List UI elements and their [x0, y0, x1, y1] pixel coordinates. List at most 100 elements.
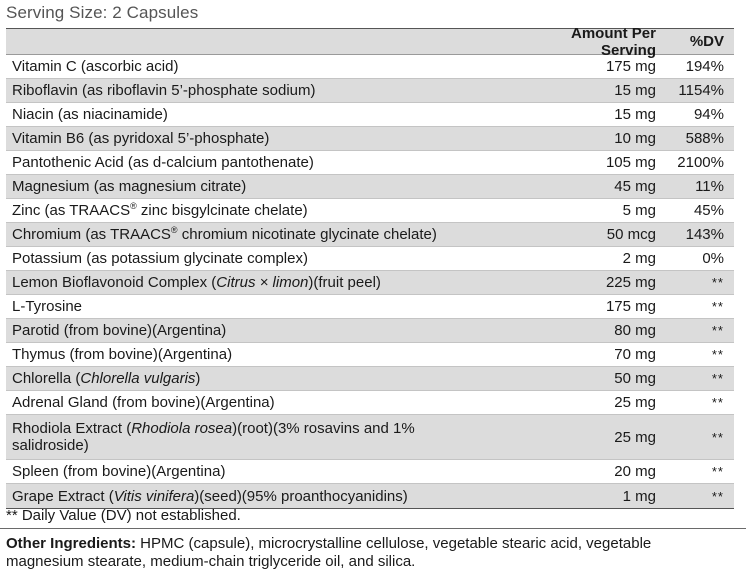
ingredient-dv: **	[711, 429, 724, 445]
ingredient-dv: **	[711, 275, 724, 290]
ingredient-name: Riboflavin (as riboflavin 5’-phosphate s…	[12, 82, 316, 99]
ingredient-dv: **	[711, 395, 724, 410]
ingredient-amount: 10 mg	[614, 130, 656, 147]
ingredient-name: Grape Extract (Vitis vinifera)(seed)(95%…	[6, 488, 516, 505]
header-dv: %DV	[689, 33, 724, 50]
name-text: )	[195, 370, 201, 387]
ingredient-name: L-Tyrosine	[12, 298, 83, 315]
supplement-facts-table: Amount Per Serving %DV Vitamin C (ascorb…	[6, 25, 734, 509]
name-text: Chlorella (	[12, 370, 81, 387]
other-ingredients-label: Other Ingredients:	[6, 535, 137, 552]
ingredient-amount: 105 mg	[605, 154, 656, 171]
serving-size: Serving Size: 2 Capsules	[6, 3, 199, 22]
name-text: Chromium (as TRAACS	[12, 226, 171, 243]
ingredient-name: Rhodiola Extract (Rhodiola rosea)(root)(…	[6, 420, 436, 454]
ingredient-amount: 5 mg	[622, 202, 656, 219]
ingredient-dv: **	[711, 323, 724, 338]
ingredient-name: Vitamin B6 (as pyridoxal 5’-phosphate)	[12, 130, 270, 147]
ingredient-amount: 45 mg	[614, 178, 656, 195]
name-text: )(fruit peel)	[308, 274, 381, 291]
ingredient-dv: 1154%	[678, 82, 724, 99]
name-text: chromium nicotinate glycinate chelate)	[177, 226, 437, 243]
name-text: Rhodiola Extract (	[12, 420, 132, 437]
ingredient-amount: 20 mg	[614, 463, 656, 480]
name-text: )(seed)(95% proanthocyanidins)	[194, 487, 408, 505]
other-ingredients: Other Ingredients: HPMC (capsule), micro…	[6, 535, 726, 571]
ingredient-name: Potassium (as potassium glycinate comple…	[12, 250, 308, 267]
ingredient-dv: **	[711, 371, 724, 386]
table-row: Chromium (as TRAACS® chromium nicotinate…	[6, 223, 734, 247]
other-ingredients-text: HPMC (capsule), microcrystalline cellulo…	[6, 535, 652, 570]
ingredient-dv: 194%	[685, 58, 724, 75]
table-header: Amount Per Serving %DV	[6, 25, 734, 59]
ingredient-name: Lemon Bioflavonoid Complex (Citrus × lim…	[6, 274, 516, 291]
ingredient-amount: 70 mg	[614, 346, 656, 363]
ingredient-dv: 0%	[702, 250, 724, 267]
name-text: )(root)(3% rosavins and 1% salidroside)	[12, 420, 415, 454]
name-text: Grape Extract (	[12, 487, 114, 505]
ingredient-dv: 94%	[693, 106, 724, 123]
ingredient-dv: 2100%	[677, 154, 724, 171]
table-row: Niacin (as niacinamide) 15 mg 94%	[6, 103, 734, 127]
registered-mark: ®	[130, 201, 137, 211]
ingredient-amount: 80 mg	[614, 322, 656, 339]
dv-footnote: ** Daily Value (DV) not established.	[6, 507, 241, 524]
table-row: Chlorella (Chlorella vulgaris) 50 mg **	[6, 367, 734, 391]
ingredient-amount: 175 mg	[605, 298, 656, 315]
table-row: Adrenal Gland (from bovine)(Argentina) 2…	[6, 391, 734, 415]
ingredient-amount: 1 mg	[622, 487, 656, 505]
ingredient-name: Zinc (as TRAACS® zinc bisgylcinate chela…	[6, 201, 516, 220]
ingredient-dv: 588%	[685, 130, 724, 147]
ingredient-dv: 11%	[695, 178, 724, 195]
ingredient-name: Chlorella (Chlorella vulgaris)	[6, 370, 516, 387]
ingredient-dv: **	[711, 464, 724, 479]
ingredient-name: Vitamin C (ascorbic acid)	[12, 58, 179, 75]
ingredient-amount: 50 mg	[614, 370, 656, 387]
table-row: Vitamin C (ascorbic acid) 175 mg 194%	[6, 55, 734, 79]
table-row: Lemon Bioflavonoid Complex (Citrus × lim…	[6, 271, 734, 295]
ingredient-name: Thymus (from bovine)(Argentina)	[12, 346, 233, 363]
ingredient-name: Chromium (as TRAACS® chromium nicotinate…	[6, 225, 516, 244]
ingredient-amount: 25 mg	[614, 428, 656, 446]
registered-mark: ®	[170, 225, 178, 235]
ingredient-name: Niacin (as niacinamide)	[12, 106, 168, 123]
name-text: Zinc (as TRAACS	[12, 202, 131, 219]
table-row: Riboflavin (as riboflavin 5’-phosphate s…	[6, 79, 734, 103]
ingredient-name: Parotid (from bovine)(Argentina)	[12, 322, 227, 339]
ingredient-dv: **	[711, 347, 724, 362]
table-row: Rhodiola Extract (Rhodiola rosea)(root)(…	[6, 415, 734, 460]
ingredient-name: Pantothenic Acid (as d-calcium pantothen…	[12, 154, 314, 171]
ingredient-amount: 15 mg	[614, 82, 656, 99]
latin-name: Chlorella vulgaris	[80, 370, 196, 387]
divider	[0, 528, 746, 529]
header-amount: Amount Per Serving	[570, 24, 656, 59]
ingredient-dv: 45%	[693, 202, 724, 219]
table-row: Thymus (from bovine)(Argentina) 70 mg **	[6, 343, 734, 367]
ingredient-amount: 25 mg	[614, 394, 656, 411]
ingredient-dv: **	[711, 488, 724, 504]
table-row: L-Tyrosine 175 mg **	[6, 295, 734, 319]
name-text: Lemon Bioflavonoid Complex (	[12, 274, 217, 291]
name-text: zinc bisgylcinate chelate)	[136, 202, 308, 219]
table-row: Grape Extract (Vitis vinifera)(seed)(95%…	[6, 484, 734, 508]
latin-name: Vitis vinifera	[113, 487, 195, 505]
ingredient-amount: 225 mg	[605, 274, 656, 291]
ingredient-name: Adrenal Gland (from bovine)(Argentina)	[12, 394, 275, 411]
ingredient-amount: 50 mcg	[606, 226, 656, 243]
ingredient-name: Spleen (from bovine)(Argentina)	[12, 463, 226, 480]
ingredient-amount: 175 mg	[605, 58, 656, 75]
ingredient-amount: 15 mg	[614, 106, 656, 123]
table-row: Potassium (as potassium glycinate comple…	[6, 247, 734, 271]
table-row: Vitamin B6 (as pyridoxal 5’-phosphate) 1…	[6, 127, 734, 151]
ingredient-dv: 143%	[685, 226, 724, 243]
ingredient-amount: 2 mg	[622, 250, 656, 267]
latin-name: Rhodiola rosea	[131, 420, 233, 437]
latin-name: Citrus × limon	[216, 274, 309, 291]
table-row: Pantothenic Acid (as d-calcium pantothen…	[6, 151, 734, 175]
ingredient-name: Magnesium (as magnesium citrate)	[12, 178, 247, 195]
table-row: Zinc (as TRAACS® zinc bisgylcinate chela…	[6, 199, 734, 223]
table-row: Parotid (from bovine)(Argentina) 80 mg *…	[6, 319, 734, 343]
ingredient-dv: **	[711, 299, 724, 314]
table-row: Spleen (from bovine)(Argentina) 20 mg **	[6, 460, 734, 484]
table-row: Magnesium (as magnesium citrate) 45 mg 1…	[6, 175, 734, 199]
